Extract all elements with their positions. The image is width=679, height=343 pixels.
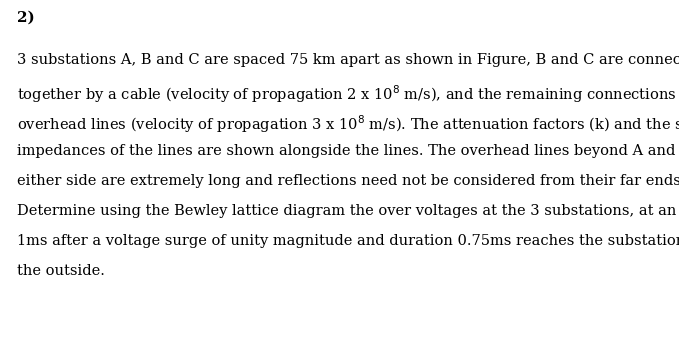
Text: impedances of the lines are shown alongside the lines. The overhead lines beyond: impedances of the lines are shown alongs…: [17, 144, 679, 158]
Text: overhead lines (velocity of propagation 3 x 10$^{8}$ m/s). The attenuation facto: overhead lines (velocity of propagation …: [17, 114, 679, 135]
Text: either side are extremely long and reflections need not be considered from their: either side are extremely long and refle…: [17, 174, 679, 188]
Text: 2): 2): [17, 10, 35, 24]
Text: the outside.: the outside.: [17, 264, 105, 279]
Text: together by a cable (velocity of propagation 2 x 10$^{8}$ m/s), and the remainin: together by a cable (velocity of propaga…: [17, 83, 679, 105]
Text: 3 substations A, B and C are spaced 75 km apart as shown in Figure, B and C are : 3 substations A, B and C are spaced 75 k…: [17, 53, 679, 67]
Text: 1ms after a voltage surge of unity magnitude and duration 0.75ms reaches the sub: 1ms after a voltage surge of unity magni…: [17, 234, 679, 248]
Text: Determine using the Bewley lattice diagram the over voltages at the 3 substation: Determine using the Bewley lattice diagr…: [17, 204, 679, 218]
